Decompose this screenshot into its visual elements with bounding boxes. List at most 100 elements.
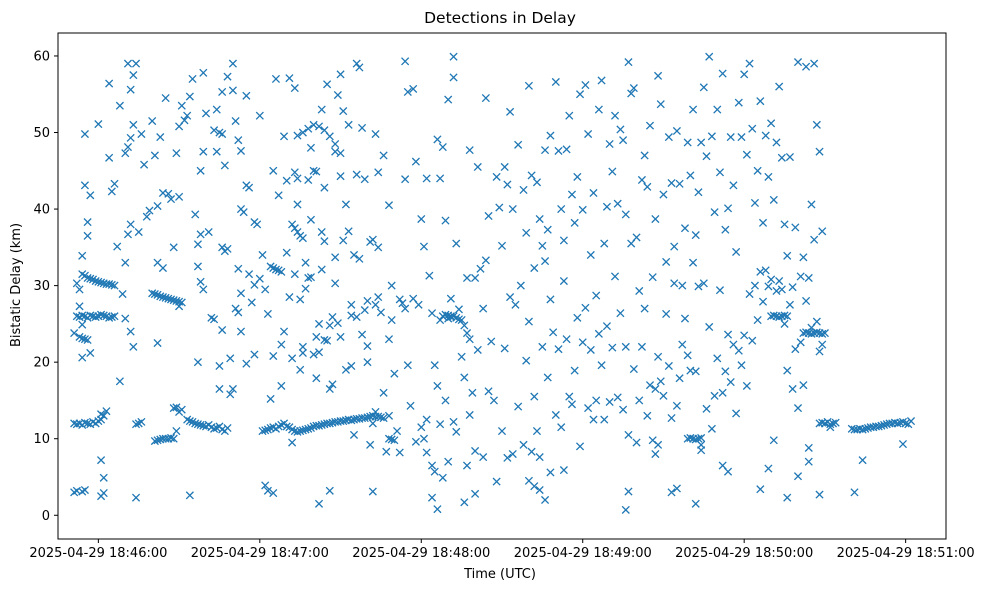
data-point — [788, 283, 797, 292]
data-point — [314, 499, 324, 508]
data-point — [635, 286, 644, 296]
data-point — [347, 416, 356, 425]
data-point — [86, 311, 95, 320]
data-point — [290, 84, 299, 93]
data-point — [662, 257, 671, 266]
data-point — [180, 116, 189, 125]
data-point — [269, 489, 278, 498]
data-point — [323, 80, 332, 89]
data-point — [83, 231, 92, 240]
data-point — [156, 133, 165, 142]
data-point — [172, 403, 181, 412]
data-point — [506, 107, 515, 116]
data-point — [621, 342, 630, 351]
data-point — [438, 143, 447, 152]
data-point — [745, 59, 754, 68]
data-point — [134, 227, 143, 237]
data-point — [578, 338, 587, 347]
data-point — [503, 180, 512, 189]
data-point — [481, 256, 490, 265]
data-point — [796, 338, 805, 347]
data-point — [753, 316, 762, 325]
data-point — [446, 312, 455, 322]
data-point — [705, 322, 714, 332]
data-point — [102, 407, 111, 416]
data-point — [484, 211, 493, 221]
data-point — [551, 77, 560, 87]
data-point — [285, 293, 294, 302]
data-point — [196, 420, 205, 429]
data-point — [261, 285, 270, 294]
data-point — [664, 361, 673, 371]
data-point — [546, 295, 555, 304]
data-point — [540, 257, 550, 266]
data-point — [667, 488, 676, 497]
data-point — [126, 133, 135, 142]
data-point — [279, 132, 289, 141]
data-point — [489, 396, 498, 405]
data-point — [785, 152, 794, 162]
data-point — [110, 312, 119, 321]
data-point — [815, 347, 824, 356]
data-point — [368, 235, 377, 244]
data-point — [312, 332, 321, 341]
data-point — [715, 168, 725, 177]
data-point — [764, 282, 773, 291]
data-point — [72, 279, 81, 288]
data-point — [597, 361, 606, 370]
data-point — [551, 410, 560, 420]
data-point — [691, 367, 700, 376]
data-point — [234, 308, 243, 317]
data-point — [427, 493, 437, 502]
data-point — [156, 292, 165, 301]
data-point — [629, 364, 638, 374]
data-point — [390, 369, 399, 378]
data-point — [83, 335, 92, 345]
data-point — [753, 166, 762, 175]
data-point — [277, 267, 286, 276]
data-point — [228, 384, 237, 394]
data-point — [495, 203, 504, 212]
data-point — [567, 190, 577, 199]
data-point — [210, 424, 219, 433]
data-point — [810, 59, 819, 68]
data-point — [239, 208, 248, 217]
data-point — [694, 282, 703, 291]
data-point — [783, 251, 792, 260]
data-point — [691, 499, 700, 508]
data-point — [263, 309, 272, 319]
data-point — [734, 346, 743, 355]
data-point — [761, 266, 770, 275]
data-point — [675, 374, 684, 383]
data-point — [242, 91, 251, 100]
data-point — [780, 311, 789, 320]
y-tick-label: 40 — [33, 203, 50, 218]
y-tick-label: 50 — [33, 126, 50, 141]
data-point — [398, 299, 407, 308]
data-point — [323, 336, 332, 345]
y-tick-label: 60 — [33, 49, 50, 64]
data-point — [748, 336, 757, 345]
data-point — [807, 329, 816, 338]
data-point — [713, 105, 722, 114]
data-point — [527, 447, 536, 456]
data-point — [376, 308, 385, 317]
data-point — [403, 87, 412, 97]
data-point — [444, 95, 453, 104]
data-point — [247, 298, 256, 307]
data-point — [129, 342, 138, 351]
data-point — [793, 58, 803, 67]
data-point — [589, 188, 598, 198]
data-point — [175, 302, 184, 311]
data-point — [721, 225, 730, 234]
data-point — [94, 277, 103, 286]
data-point — [627, 89, 636, 98]
data-point — [602, 322, 612, 331]
data-point — [554, 146, 563, 155]
data-point — [80, 181, 89, 190]
data-point — [80, 335, 89, 344]
data-point — [678, 340, 687, 349]
data-point — [471, 446, 480, 456]
data-point — [686, 171, 695, 180]
